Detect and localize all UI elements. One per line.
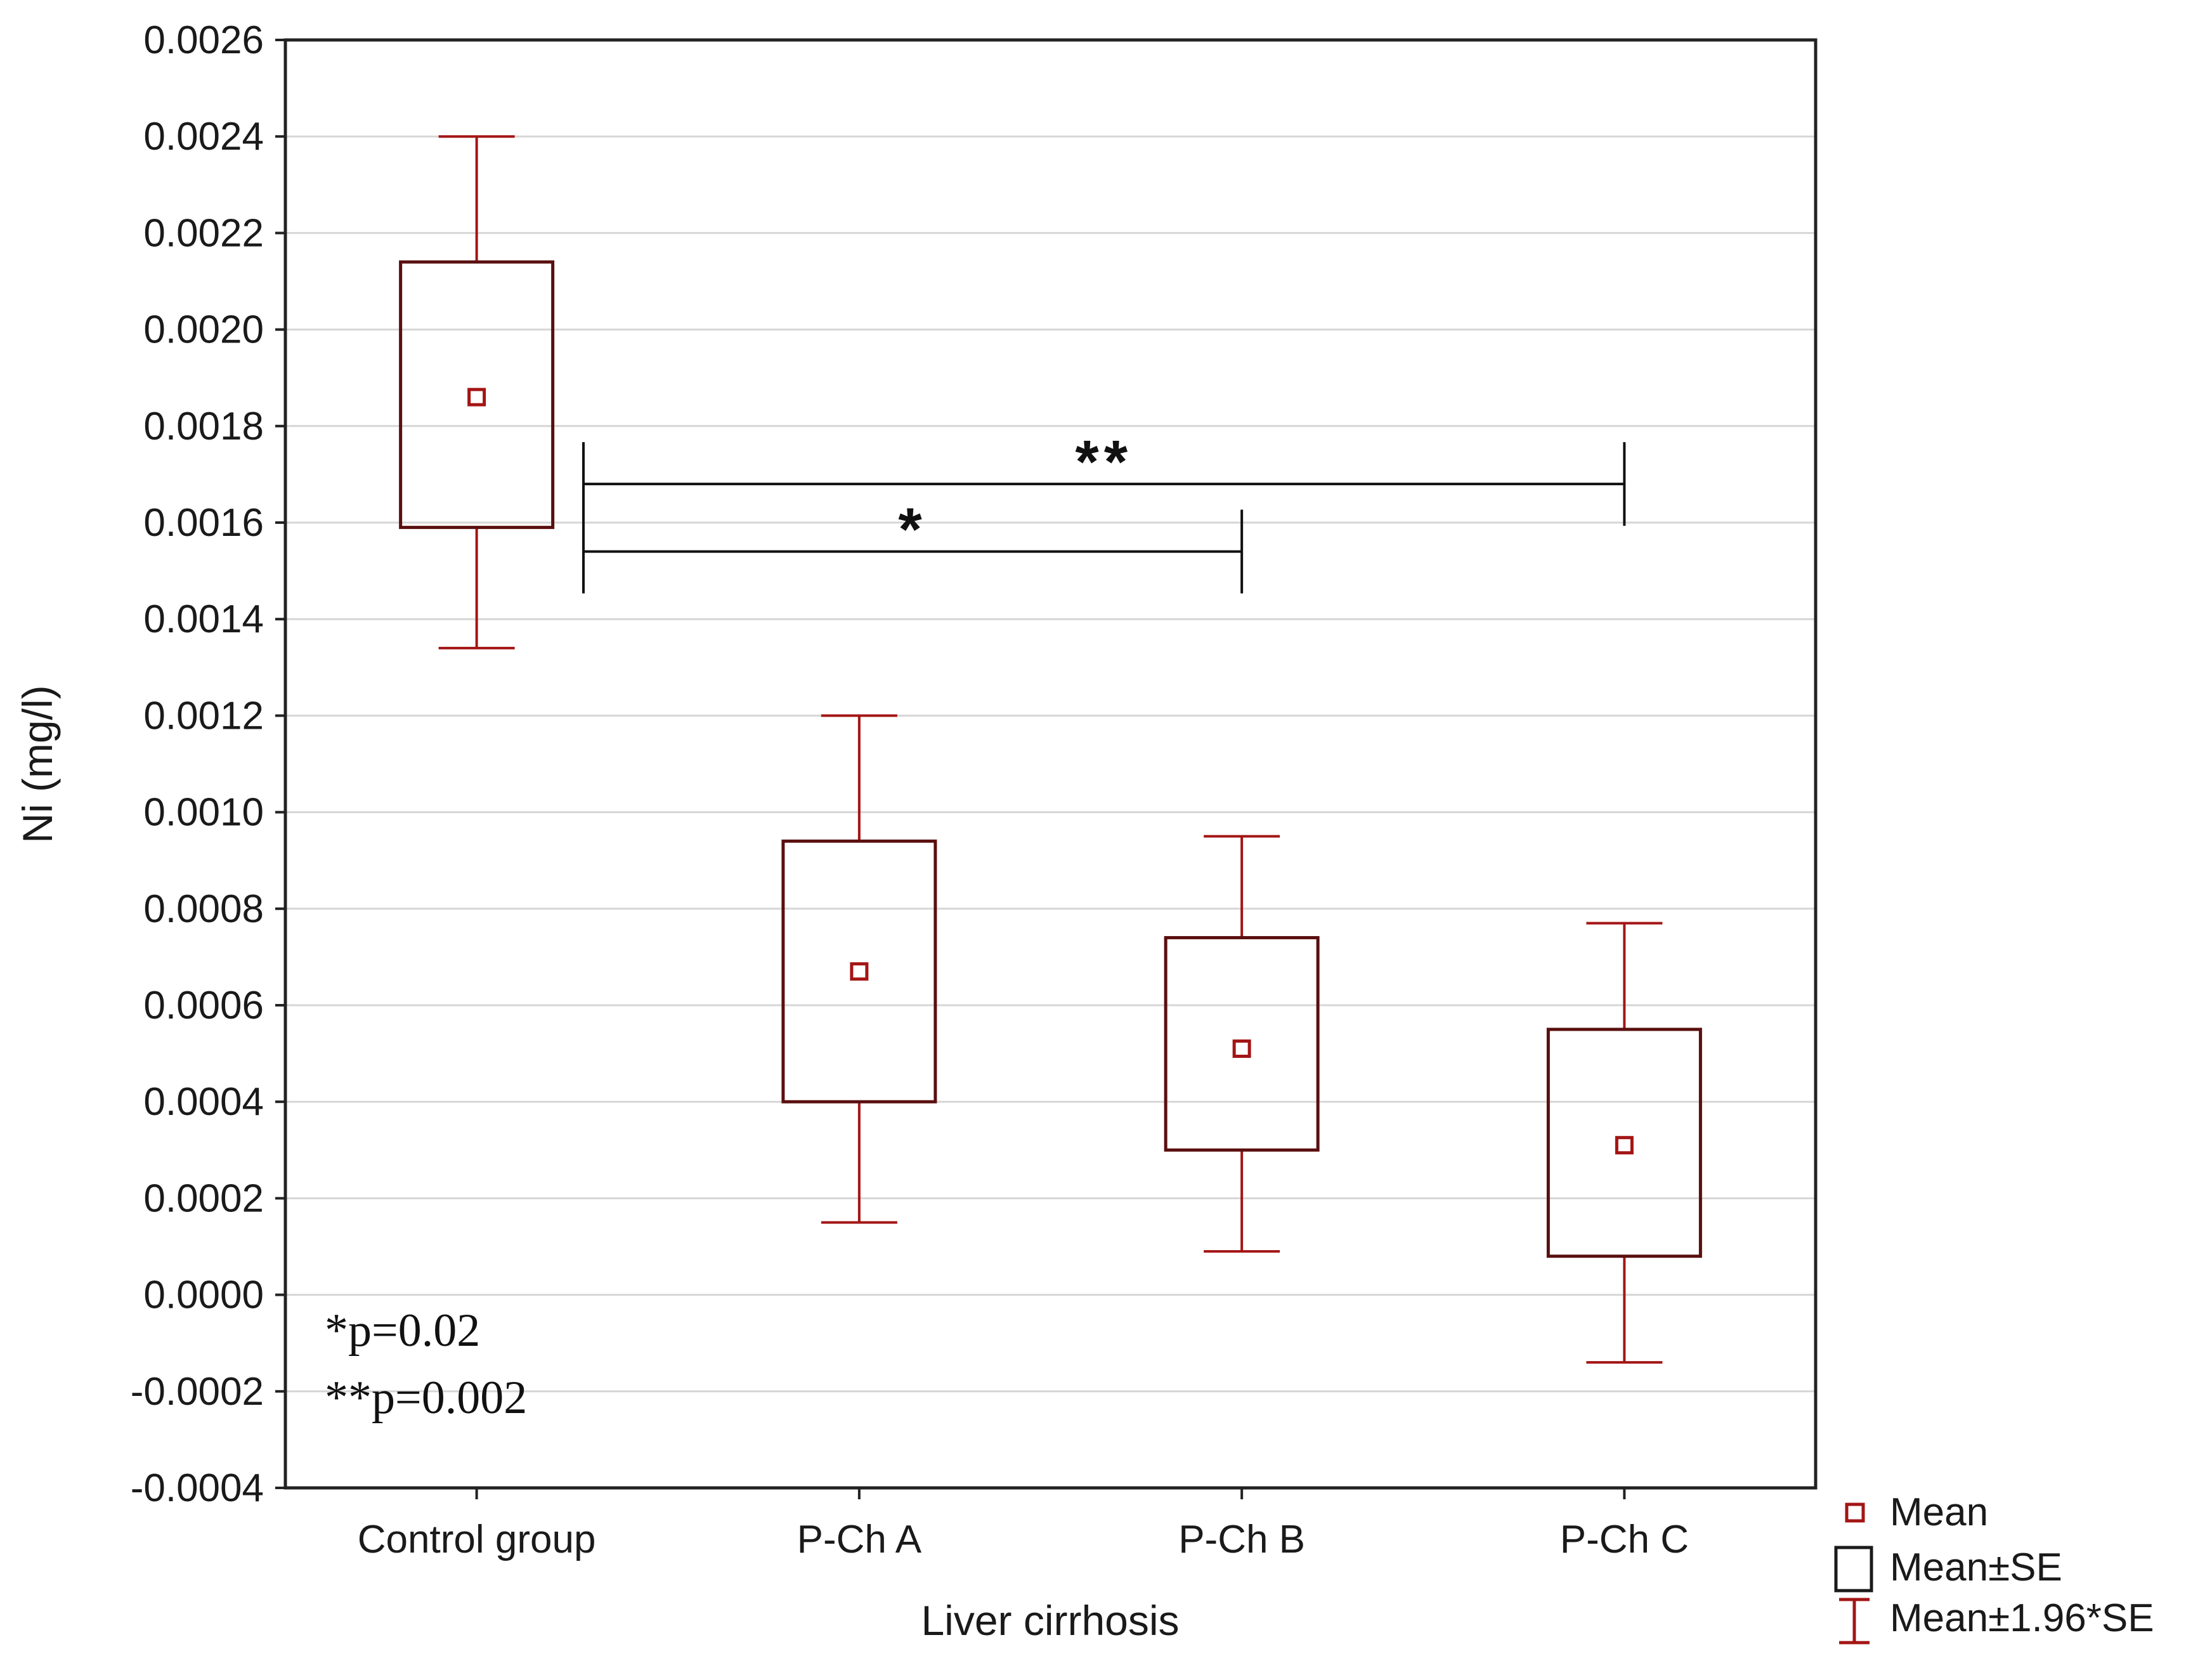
se-box bbox=[399, 260, 555, 530]
y-tick-label: 0.0004 bbox=[143, 1080, 264, 1124]
legend-mean-label: Mean bbox=[1890, 1490, 1988, 1534]
mean-marker bbox=[850, 962, 869, 981]
y-tick-label: 0.0006 bbox=[143, 984, 264, 1027]
x-tick-label: Control group bbox=[358, 1518, 596, 1561]
p-note-2: **p=0.002 bbox=[325, 1372, 527, 1424]
y-axis-ticks: 0.0026 0.0024 0.0022 0.0020 0.0018 0.0016 0.00… bbox=[131, 18, 285, 1510]
y-tick-label: 0.0022 bbox=[143, 211, 264, 255]
gridlines bbox=[285, 135, 1816, 1393]
significance-brackets: *** bbox=[582, 428, 1626, 594]
se-box bbox=[781, 839, 937, 1104]
x-tick-label: P-Ch A bbox=[797, 1518, 922, 1561]
legend-whisker-label: Mean±1.96*SE bbox=[1890, 1596, 2154, 1640]
x-axis-ticks: Control group P-Ch A P-Ch B P-Ch C bbox=[358, 1488, 1689, 1561]
plot-frame bbox=[283, 38, 1818, 1490]
mean-marker bbox=[1615, 1136, 1634, 1155]
p-note-1: *p=0.02 bbox=[325, 1305, 480, 1357]
y-tick-label: 0.0016 bbox=[143, 501, 264, 545]
legend-box-label: Mean±SE bbox=[1890, 1546, 2062, 1589]
y-tick-label: 0.0012 bbox=[143, 694, 264, 738]
y-tick-label: 0.0024 bbox=[143, 115, 264, 159]
y-tick-label: 0.0008 bbox=[143, 887, 264, 931]
bracket-label: ** bbox=[1075, 428, 1133, 496]
y-tick-label: 0.0026 bbox=[143, 18, 264, 62]
legend-mean-symbol bbox=[1845, 1502, 1865, 1523]
x-axis-title: Liver cirrhosis bbox=[921, 1597, 1179, 1644]
x-tick-label: P-Ch B bbox=[1178, 1518, 1305, 1561]
y-tick-label: 0.0018 bbox=[143, 405, 264, 448]
mean-marker bbox=[467, 388, 486, 407]
se-box bbox=[1164, 935, 1320, 1152]
bracket-label: * bbox=[898, 496, 927, 564]
legend-whisker-symbol bbox=[1839, 1598, 1870, 1645]
y-axis-title: Ni (mg/l) bbox=[14, 685, 61, 843]
se-box bbox=[1546, 1027, 1702, 1258]
box-plots bbox=[399, 135, 1702, 1364]
y-tick-label: 0.0000 bbox=[143, 1274, 264, 1317]
legend-box-symbol bbox=[1834, 1546, 1873, 1593]
mean-marker bbox=[1232, 1039, 1251, 1058]
x-tick-label: P-Ch C bbox=[1560, 1518, 1689, 1561]
y-tick-label: -0.0004 bbox=[131, 1466, 264, 1510]
y-tick-label: 0.0002 bbox=[143, 1176, 264, 1220]
y-tick-label: 0.0020 bbox=[143, 308, 264, 352]
y-tick-label: 0.0014 bbox=[143, 597, 264, 641]
y-tick-label: 0.0010 bbox=[143, 791, 264, 835]
legend: Mean Mean±SE Mean±1.96*SE bbox=[1834, 1490, 2154, 1645]
y-tick-label: -0.0002 bbox=[131, 1370, 264, 1414]
